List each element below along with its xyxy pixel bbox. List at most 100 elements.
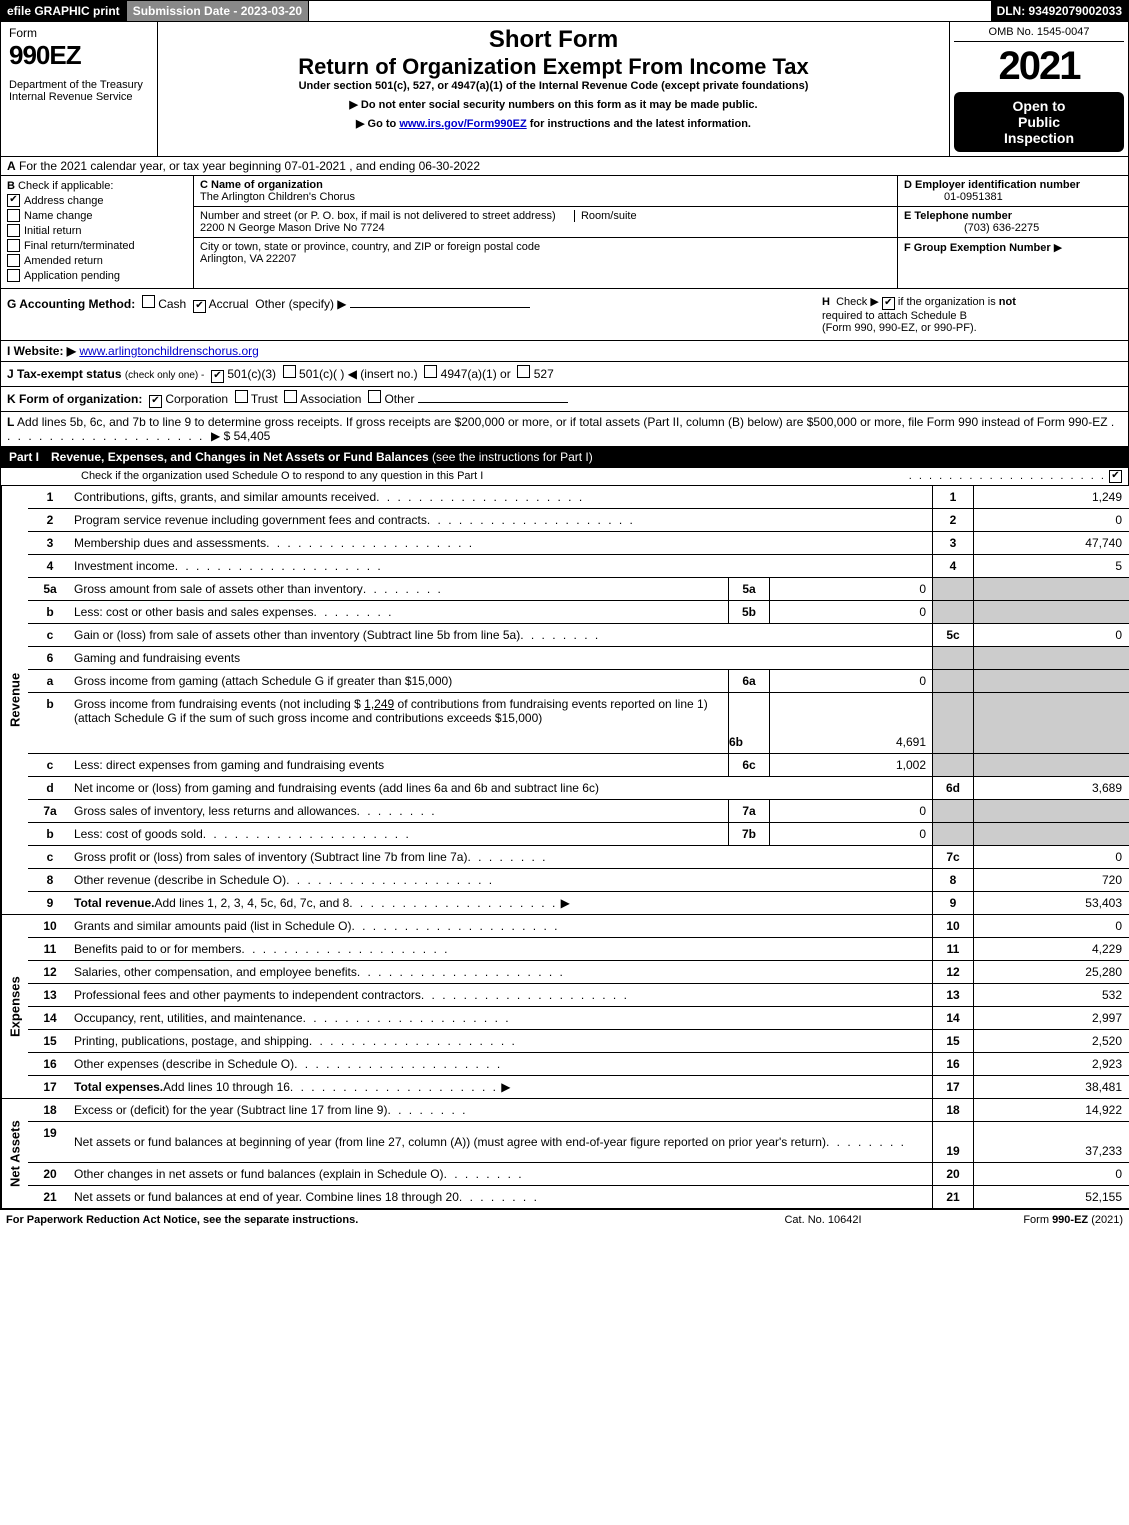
desc-20: Other changes in net assets or fund bala… <box>74 1167 444 1181</box>
desc-10: Grants and similar amounts paid (list in… <box>74 919 351 933</box>
website-link[interactable]: www.arlingtonchildrenschorus.org <box>79 344 258 358</box>
other-specify-input[interactable] <box>350 307 530 308</box>
num-20: 20 <box>28 1163 72 1185</box>
c-name-label: C Name of organization <box>200 179 323 191</box>
chk-trust[interactable] <box>235 390 248 403</box>
h-label: H <box>822 296 830 308</box>
footer-left: For Paperwork Reduction Act Notice, see … <box>6 1214 723 1226</box>
chk-schedule-o-used[interactable] <box>1109 470 1122 483</box>
line-12: 12 Salaries, other compensation, and emp… <box>28 961 1129 984</box>
rnum-19: 19 <box>932 1122 973 1162</box>
val-6d: 3,689 <box>973 777 1129 799</box>
chk-501c3[interactable] <box>211 370 224 383</box>
desc-17: Total expenses. <box>74 1080 163 1094</box>
org-city: Arlington, VA 22207 <box>200 253 296 265</box>
part1-table: Revenue 1 Contributions, gifts, grants, … <box>0 486 1129 1209</box>
form-number: 990EZ <box>9 40 149 71</box>
dln: DLN: 93492079002033 <box>991 1 1128 21</box>
num-1: 1 <box>28 486 72 508</box>
num-6: 6 <box>28 647 72 669</box>
num-6c: c <box>28 754 72 776</box>
lbl-address-change: Address change <box>24 195 104 207</box>
chk-501c[interactable] <box>283 365 296 378</box>
num-21: 21 <box>28 1186 72 1208</box>
chk-cash[interactable] <box>142 295 155 308</box>
line-16: 16 Other expenses (describe in Schedule … <box>28 1053 1129 1076</box>
line-6c: c Less: direct expenses from gaming and … <box>28 754 1129 777</box>
chk-accrual[interactable] <box>193 300 206 313</box>
num-8: 8 <box>28 869 72 891</box>
num-5a: 5a <box>28 578 72 600</box>
rnum-13: 13 <box>932 984 973 1006</box>
i-label: I Website: ▶ <box>7 344 76 358</box>
val-21: 52,155 <box>973 1186 1129 1208</box>
header-right: OMB No. 1545-0047 2021 Open to Public In… <box>950 22 1128 156</box>
line-20: 20 Other changes in net assets or fund b… <box>28 1163 1129 1186</box>
desc-16: Other expenses (describe in Schedule O) <box>74 1057 294 1071</box>
col-g-accounting: G Accounting Method: Cash Accrual Other … <box>7 295 822 334</box>
num-6d: d <box>28 777 72 799</box>
ssn-warning-text: Do not enter social security numbers on … <box>361 99 758 111</box>
irs-label: Internal Revenue Service <box>9 91 149 103</box>
num-9: 9 <box>28 892 72 914</box>
line-17: 17 Total expenses. Add lines 10 through … <box>28 1076 1129 1098</box>
chk-527[interactable] <box>517 365 530 378</box>
part1-subline: Check if the organization used Schedule … <box>0 468 1129 486</box>
lbl-501c: 501(c)( ) <box>299 367 344 381</box>
val-8: 720 <box>973 869 1129 891</box>
chk-association[interactable] <box>284 390 297 403</box>
rnum-18: 18 <box>932 1099 973 1121</box>
group-exemption-label: F Group Exemption Number <box>904 242 1051 254</box>
desc-4: Investment income <box>74 559 175 573</box>
desc-19: Net assets or fund balances at beginning… <box>74 1135 826 1149</box>
desc-6c: Less: direct expenses from gaming and fu… <box>74 758 384 772</box>
col-d-identifiers: D Employer identification number 01-0951… <box>897 176 1128 288</box>
num-12: 12 <box>28 961 72 983</box>
rnum-12: 12 <box>932 961 973 983</box>
chk-name-change[interactable] <box>7 209 20 222</box>
chk-address-change[interactable] <box>7 194 20 207</box>
rnum-11: 11 <box>932 938 973 960</box>
chk-amended-return[interactable] <box>7 254 20 267</box>
chk-application-pending[interactable] <box>7 269 20 282</box>
lbl-corporation: Corporation <box>165 392 228 406</box>
goto-link[interactable]: www.irs.gov/Form990EZ <box>399 118 526 130</box>
omb-number: OMB No. 1545-0047 <box>954 26 1124 42</box>
rnum-6b-gray <box>932 693 973 753</box>
val-12: 25,280 <box>973 961 1129 983</box>
rnum-14: 14 <box>932 1007 973 1029</box>
l-amount: $ 54,405 <box>224 429 271 443</box>
line-6a: a Gross income from gaming (attach Sched… <box>28 670 1129 693</box>
part1-header: Part I Revenue, Expenses, and Changes in… <box>0 447 1129 468</box>
chk-final-return[interactable] <box>7 239 20 252</box>
line-6d: d Net income or (loss) from gaming and f… <box>28 777 1129 800</box>
lbl-initial-return: Initial return <box>24 225 81 237</box>
line-19: 19 Net assets or fund balances at beginn… <box>28 1122 1129 1163</box>
subval-6b: 4,691 <box>769 693 932 753</box>
sub-6a: 6a <box>728 670 769 692</box>
sub-6c: 6c <box>728 754 769 776</box>
j-sub: (check only one) - <box>125 370 204 381</box>
line-18: 18 Excess or (deficit) for the year (Sub… <box>28 1099 1129 1122</box>
num-5b: b <box>28 601 72 623</box>
room-suite-label: Room/suite <box>574 210 637 222</box>
short-form-title: Short Form <box>164 26 943 54</box>
chk-initial-return[interactable] <box>7 224 20 237</box>
chk-4947a1[interactable] <box>424 365 437 378</box>
rnum-5c: 5c <box>932 624 973 646</box>
rnum-4: 4 <box>932 555 973 577</box>
other-org-input[interactable] <box>418 402 568 403</box>
chk-schedule-b-not-required[interactable] <box>882 297 895 310</box>
line-5b: b Less: cost or other basis and sales ex… <box>28 601 1129 624</box>
netassets-side-label: Net Assets <box>1 1099 28 1208</box>
desc-2: Program service revenue including govern… <box>74 513 427 527</box>
page-footer: For Paperwork Reduction Act Notice, see … <box>0 1209 1129 1230</box>
desc-5a: Gross amount from sale of assets other t… <box>74 582 363 596</box>
line-10: 10 Grants and similar amounts paid (list… <box>28 915 1129 938</box>
sub-7b: 7b <box>728 823 769 845</box>
chk-other-org[interactable] <box>368 390 381 403</box>
chk-corporation[interactable] <box>149 395 162 408</box>
sub-5b: 5b <box>728 601 769 623</box>
val-7c: 0 <box>973 846 1129 868</box>
num-4: 4 <box>28 555 72 577</box>
